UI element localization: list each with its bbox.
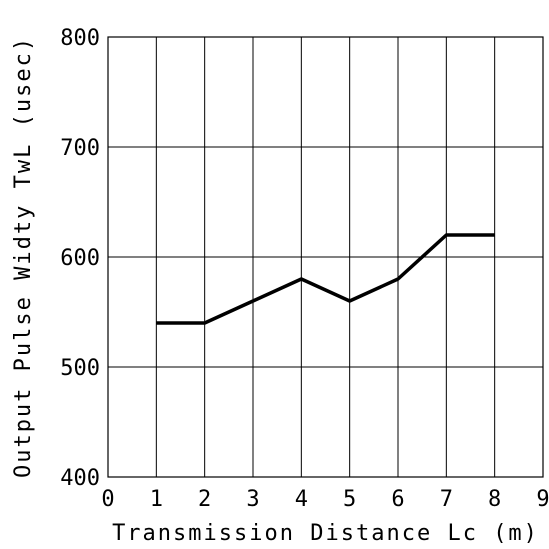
y-tick-label: 500	[60, 356, 100, 381]
y-tick-label: 700	[60, 136, 100, 161]
x-tick-label: 3	[246, 487, 259, 512]
x-tick-labels: 0 1 2 3 4 5 6 7 8 9	[101, 487, 549, 512]
grid	[107, 36, 544, 478]
y-tick-label: 600	[60, 246, 100, 271]
x-axis-label: Transmission Distance Lc (m)	[112, 521, 539, 546]
y-axis-label: Output Pulse Widty TwL (usec)	[11, 36, 36, 478]
series-line	[156, 233, 495, 325]
x-tick-label: 6	[391, 487, 404, 512]
x-tick-label: 1	[150, 487, 163, 512]
x-tick-label: 9	[536, 487, 549, 512]
x-tick-label: 7	[440, 487, 453, 512]
x-tick-label: 2	[198, 487, 211, 512]
y-tick-labels: 400 500 600 700 800	[60, 26, 100, 491]
y-tick-label: 800	[60, 26, 100, 51]
series-layer	[156, 233, 495, 325]
y-tick-label: 400	[60, 466, 100, 491]
plot-frame	[107, 36, 544, 478]
x-tick-label: 8	[488, 487, 501, 512]
x-tick-label: 4	[295, 487, 308, 512]
x-tick-label: 0	[101, 487, 114, 512]
x-tick-label: 5	[343, 487, 356, 512]
